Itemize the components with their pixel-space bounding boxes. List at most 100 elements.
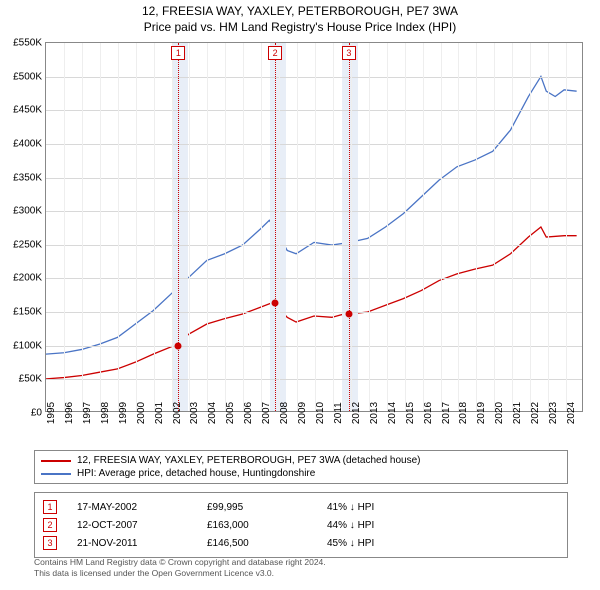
- x-axis-label: 2017: [441, 402, 452, 424]
- x-axis-label: 2009: [297, 402, 308, 424]
- x-axis-label: 2018: [458, 402, 469, 424]
- gridline-v: [458, 43, 459, 411]
- gridline-v: [100, 43, 101, 411]
- sales-pct: 44% ↓ HPI: [327, 520, 374, 531]
- x-axis-label: 2004: [207, 402, 218, 424]
- gridline-v: [261, 43, 262, 411]
- x-axis-label: 2014: [387, 402, 398, 424]
- gridline-h: [46, 312, 582, 313]
- gridline-h: [46, 211, 582, 212]
- gridline-v: [225, 43, 226, 411]
- y-axis-label: £200K: [13, 273, 42, 284]
- y-axis-label: £400K: [13, 138, 42, 149]
- sale-marker-box: 1: [171, 46, 185, 60]
- gridline-h: [46, 144, 582, 145]
- x-axis-label: 1995: [46, 402, 57, 424]
- sale-marker-box: 2: [268, 46, 282, 60]
- gridline-v: [441, 43, 442, 411]
- gridline-v: [333, 43, 334, 411]
- price-line: [46, 227, 577, 379]
- x-axis-label: 2006: [243, 402, 254, 424]
- chart-title: 12, FREESIA WAY, YAXLEY, PETERBOROUGH, P…: [0, 0, 600, 34]
- gridline-v: [512, 43, 513, 411]
- x-axis-label: 2015: [405, 402, 416, 424]
- x-axis-label: 2013: [369, 402, 380, 424]
- sale-marker-line: [349, 43, 350, 411]
- gridline-v: [118, 43, 119, 411]
- legend: 12, FREESIA WAY, YAXLEY, PETERBOROUGH, P…: [34, 450, 568, 484]
- gridline-v: [64, 43, 65, 411]
- x-axis-label: 2007: [261, 402, 272, 424]
- gridline-h: [46, 245, 582, 246]
- sale-marker-box: 3: [342, 46, 356, 60]
- sale-dot: [272, 300, 279, 307]
- sales-price: £146,500: [207, 538, 307, 549]
- sale-dot: [175, 342, 182, 349]
- x-axis-label: 2021: [512, 402, 523, 424]
- y-axis-label: £550K: [13, 38, 42, 49]
- sales-row: 321-NOV-2011£146,50045% ↓ HPI: [43, 534, 559, 552]
- sales-price: £99,995: [207, 502, 307, 513]
- gridline-v: [136, 43, 137, 411]
- shaded-band: [172, 43, 188, 411]
- x-axis-label: 2002: [172, 402, 183, 424]
- x-axis-label: 2003: [189, 402, 200, 424]
- gridline-v: [405, 43, 406, 411]
- gridline-v: [172, 43, 173, 411]
- x-axis-label: 2022: [530, 402, 541, 424]
- y-axis-label: £450K: [13, 105, 42, 116]
- x-axis-label: 2024: [566, 402, 577, 424]
- sales-date: 12-OCT-2007: [77, 520, 187, 531]
- credit-line-2: This data is licensed under the Open Gov…: [34, 568, 568, 579]
- gridline-h: [46, 178, 582, 179]
- y-axis-label: £0: [31, 408, 42, 419]
- x-axis-label: 1997: [82, 402, 93, 424]
- legend-swatch: [41, 473, 71, 475]
- chart-svg: [46, 43, 582, 411]
- x-axis-label: 2016: [423, 402, 434, 424]
- gridline-h: [46, 77, 582, 78]
- gridline-v: [423, 43, 424, 411]
- x-axis-label: 2012: [351, 402, 362, 424]
- legend-item: HPI: Average price, detached house, Hunt…: [41, 467, 561, 480]
- gridline-v: [530, 43, 531, 411]
- sales-pct: 45% ↓ HPI: [327, 538, 374, 549]
- title-line-1: 12, FREESIA WAY, YAXLEY, PETERBOROUGH, P…: [0, 4, 600, 18]
- y-axis-label: £300K: [13, 206, 42, 217]
- gridline-v: [315, 43, 316, 411]
- gridline-v: [387, 43, 388, 411]
- x-axis-label: 2011: [333, 402, 344, 424]
- gridline-h: [46, 110, 582, 111]
- sales-pct: 41% ↓ HPI: [327, 502, 374, 513]
- title-line-2: Price paid vs. HM Land Registry's House …: [0, 20, 600, 34]
- credit: Contains HM Land Registry data © Crown c…: [34, 557, 568, 579]
- gridline-v: [369, 43, 370, 411]
- sales-marker: 1: [43, 500, 57, 514]
- x-axis-label: 2020: [494, 402, 505, 424]
- sales-date: 21-NOV-2011: [77, 538, 187, 549]
- sale-dot: [345, 311, 352, 318]
- gridline-v: [207, 43, 208, 411]
- sales-date: 17-MAY-2002: [77, 502, 187, 513]
- gridline-v: [279, 43, 280, 411]
- legend-swatch: [41, 460, 71, 462]
- gridline-v: [494, 43, 495, 411]
- y-axis-label: £150K: [13, 307, 42, 318]
- sale-marker-line: [178, 43, 179, 411]
- x-axis-label: 2005: [225, 402, 236, 424]
- sales-marker: 2: [43, 518, 57, 532]
- x-axis-label: 1996: [64, 402, 75, 424]
- gridline-h: [46, 379, 582, 380]
- x-axis-label: 2000: [136, 402, 147, 424]
- x-axis-label: 2008: [279, 402, 290, 424]
- x-axis-label: 1999: [118, 402, 129, 424]
- gridline-h: [46, 278, 582, 279]
- gridline-v: [297, 43, 298, 411]
- sale-marker-line: [275, 43, 276, 411]
- sales-row: 2 12-OCT-2007 £163,000 44% ↓ HPI: [43, 516, 559, 534]
- x-axis-label: 2019: [476, 402, 487, 424]
- sales-price: £163,000: [207, 520, 307, 531]
- gridline-v: [476, 43, 477, 411]
- legend-text: HPI: Average price, detached house, Hunt…: [77, 468, 315, 479]
- y-axis-label: £250K: [13, 239, 42, 250]
